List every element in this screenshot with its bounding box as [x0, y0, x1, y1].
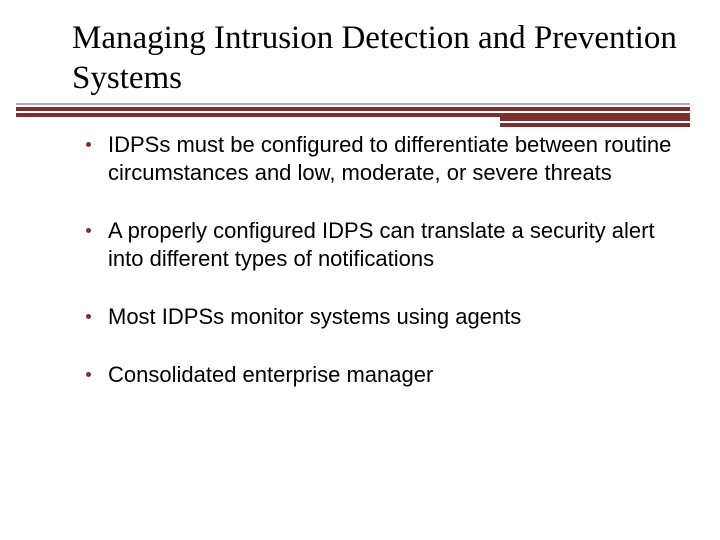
slide: Managing Intrusion Detection and Prevent…	[0, 0, 720, 540]
bullet-item: Most IDPSs monitor systems using agents	[86, 303, 674, 331]
title-block: Managing Intrusion Detection and Prevent…	[72, 18, 680, 103]
bullet-item: Consolidated enterprise manager	[86, 361, 674, 389]
underline-tail-1	[500, 117, 690, 121]
bullet-item: IDPSs must be configured to differentiat…	[86, 131, 674, 187]
slide-title: Managing Intrusion Detection and Prevent…	[72, 18, 680, 103]
underline-thin	[16, 103, 690, 105]
underline-tail-2	[500, 123, 690, 127]
bullet-item: A properly configured IDPS can translate…	[86, 217, 674, 273]
underline-bar-1	[16, 107, 690, 111]
bullet-list: IDPSs must be configured to differentiat…	[72, 131, 680, 390]
title-underline-tail	[500, 115, 690, 127]
